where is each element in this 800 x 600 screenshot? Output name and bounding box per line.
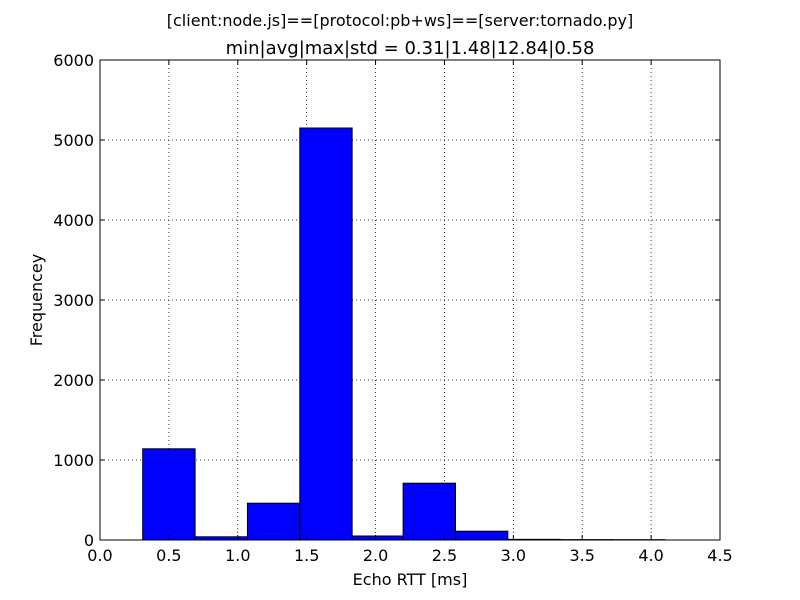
x-tick-label: 4.5 bbox=[707, 546, 732, 565]
chart-suptitle: [client:node.js]==[protocol:pb+ws]==[ser… bbox=[167, 11, 633, 30]
y-tick-label: 4000 bbox=[53, 211, 94, 230]
axis-ticks bbox=[99, 59, 721, 541]
x-tick-label: 4.0 bbox=[638, 546, 663, 565]
y-tick-labels: 0 1000 2000 3000 4000 5000 6000 bbox=[53, 51, 94, 550]
x-tick-label: 0.0 bbox=[87, 546, 112, 565]
histogram-bar-6 bbox=[402, 482, 456, 541]
x-tick-label: 1.5 bbox=[294, 546, 319, 565]
x-tick-label: 3.0 bbox=[501, 546, 526, 565]
histogram-bar-7 bbox=[454, 530, 509, 541]
y-tick-label: 0 bbox=[84, 531, 94, 550]
y-tick-label: 1000 bbox=[53, 451, 94, 470]
y-tick-label: 3000 bbox=[53, 291, 94, 310]
x-tick-label: 0.5 bbox=[156, 546, 181, 565]
y-tick-label: 2000 bbox=[53, 371, 94, 390]
histogram-bar-4 bbox=[299, 127, 353, 541]
y-tick-label: 5000 bbox=[53, 131, 94, 150]
x-tick-labels: 0.0 0.5 1.0 1.5 2.0 2.5 3.0 3.5 4.0 4.5 bbox=[87, 546, 732, 565]
histogram-bars bbox=[142, 127, 666, 541]
x-tick-label: 2.0 bbox=[363, 546, 388, 565]
x-tick-label: 1.0 bbox=[225, 546, 250, 565]
y-tick-label: 6000 bbox=[53, 51, 94, 70]
histogram-bar-1 bbox=[142, 448, 196, 541]
x-axis-label: Echo RTT [ms] bbox=[353, 570, 468, 589]
chart-title: min|avg|max|std = 0.31|1.48|12.84|0.58 bbox=[226, 38, 595, 59]
x-tick-label: 2.5 bbox=[432, 546, 457, 565]
histogram-bar-5 bbox=[351, 535, 404, 541]
y-axis-label: Frequencey bbox=[27, 254, 46, 347]
histogram-bar-3 bbox=[246, 502, 301, 541]
x-tick-label: 3.5 bbox=[569, 546, 594, 565]
